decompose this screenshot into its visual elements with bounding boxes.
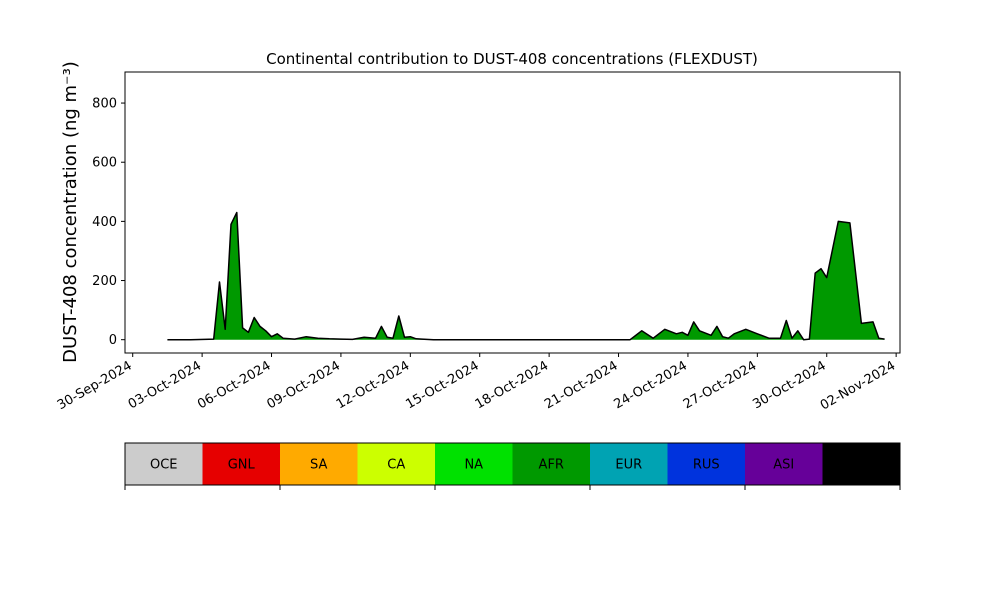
legend-label-sa: SA: [310, 458, 327, 473]
legend: OCE GNL SA CA NA AFR EUR RUS ASI AUS: [124, 442, 901, 490]
x-tick-label: 02-Nov-2024: [818, 358, 898, 413]
legend-swatch-na: [435, 443, 513, 485]
y-tick-label: 400: [92, 215, 117, 230]
y-tick-label: 200: [92, 274, 117, 289]
legend-label-afr: AFR: [539, 458, 564, 473]
y-axis: 0 200 400 600 800: [92, 97, 125, 348]
legend-swatch-asi: [745, 443, 823, 485]
legend-swatch-gnl: [202, 443, 280, 485]
y-tick-label: 800: [92, 97, 117, 112]
x-tick-label: 30-Oct-2024: [750, 358, 828, 412]
legend-frame: [124, 442, 901, 486]
legend-label-asi: ASI: [773, 458, 794, 473]
x-tick-label: 27-Oct-2024: [681, 358, 759, 412]
legend-swatch-eur: [590, 443, 668, 485]
x-tick-label: 06-Oct-2024: [195, 358, 273, 412]
y-axis-label: DUST-408 concentration (ng m⁻³): [60, 61, 81, 363]
x-tick-label: 03-Oct-2024: [126, 358, 204, 412]
y-tick-label: 0: [109, 333, 117, 348]
chart-title: Continental contribution to DUST-408 con…: [266, 50, 758, 68]
legend-label-eur: EUR: [615, 458, 642, 473]
series-area-afr: [167, 212, 885, 340]
x-axis: 30-Sep-202403-Oct-202406-Oct-202409-Oct-…: [55, 353, 898, 413]
y-tick-label: 600: [92, 156, 117, 171]
legend-label-gnl: GNL: [228, 458, 256, 473]
legend-swatch-afr: [512, 443, 590, 485]
legend-swatch-sa: [280, 443, 358, 485]
x-tick-label: 21-Oct-2024: [542, 358, 620, 412]
legend-label-oce: OCE: [150, 458, 178, 473]
legend-swatch-oce: [125, 443, 203, 485]
plot-frame: [124, 71, 901, 354]
x-tick-label: 30-Sep-2024: [55, 358, 135, 413]
x-tick-label: 12-Oct-2024: [334, 358, 412, 412]
legend-swatch-rus: [667, 443, 745, 485]
x-tick-label: 24-Oct-2024: [612, 358, 690, 412]
plot-area: [124, 71, 901, 354]
legend-label-rus: RUS: [693, 458, 720, 473]
legend-label-aus: AUS: [848, 458, 875, 473]
legend-label-na: NA: [464, 458, 483, 473]
x-tick-label: 15-Oct-2024: [403, 358, 481, 412]
legend-swatch-ca: [357, 443, 435, 485]
total-outline: [167, 211, 885, 341]
legend-label-ca: CA: [387, 458, 405, 473]
x-tick-label: 18-Oct-2024: [473, 358, 551, 412]
x-tick-label: 09-Oct-2024: [265, 358, 343, 412]
legend-swatch-aus: [822, 443, 900, 485]
